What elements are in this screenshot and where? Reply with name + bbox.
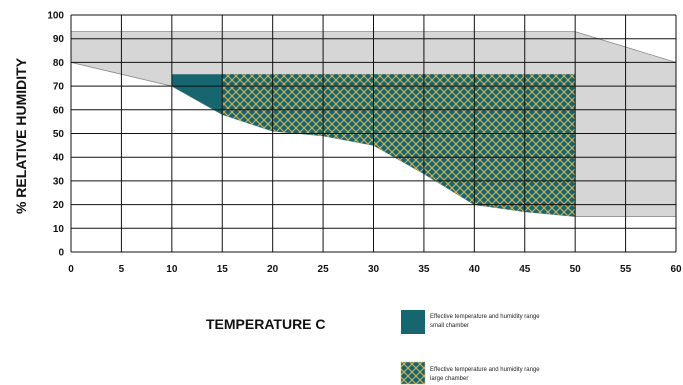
legend: Effective temperature and humidity range… — [400, 310, 541, 385]
x-tick-label: 55 — [620, 264, 632, 275]
y-tick-label: 50 — [53, 129, 65, 140]
x-tick-label: 40 — [469, 264, 481, 275]
y-tick-label: 10 — [53, 224, 65, 235]
legend-swatch-large-chamber — [400, 361, 426, 385]
y-tick-label: 20 — [53, 200, 65, 211]
legend-swatch-small-chamber — [401, 310, 425, 334]
y-tick-label: 40 — [53, 153, 65, 164]
x-tick-label: 15 — [217, 264, 229, 275]
y-tick-label: 30 — [53, 176, 65, 187]
y-tick-label: 0 — [58, 248, 64, 259]
x-tick-label: 20 — [267, 264, 279, 275]
y-tick-label: 100 — [47, 11, 64, 22]
x-axis-ticks: 0 5 10 15 20 25 30 35 40 45 50 55 60 — [68, 264, 682, 275]
grid-lines — [70, 14, 677, 253]
x-tick-label: 0 — [68, 264, 74, 275]
x-tick-label: 35 — [418, 264, 430, 275]
x-tick-label: 25 — [318, 264, 330, 275]
y-tick-label: 70 — [53, 82, 65, 93]
x-axis-title: TEMPERATURE C — [206, 316, 326, 332]
x-tick-label: 50 — [570, 264, 582, 275]
x-tick-label: 45 — [519, 264, 531, 275]
x-tick-label: 60 — [670, 264, 682, 275]
x-tick-label: 5 — [119, 264, 125, 275]
y-axis-title: % RELATIVE HUMIDITY — [13, 57, 29, 214]
x-tick-label: 30 — [368, 264, 380, 275]
large-chamber-region — [222, 74, 576, 217]
x-tick-label: 10 — [166, 264, 178, 275]
y-axis-ticks: 0 10 20 30 40 50 60 70 80 90 100 — [47, 11, 64, 259]
legend-label-small-chamber: Effective temperature and humidity range… — [430, 314, 541, 329]
legend-label-large-chamber: Effective temperature and humidity range… — [430, 367, 541, 382]
y-tick-label: 90 — [53, 34, 65, 45]
y-tick-label: 80 — [53, 58, 65, 69]
y-tick-label: 60 — [53, 105, 65, 116]
